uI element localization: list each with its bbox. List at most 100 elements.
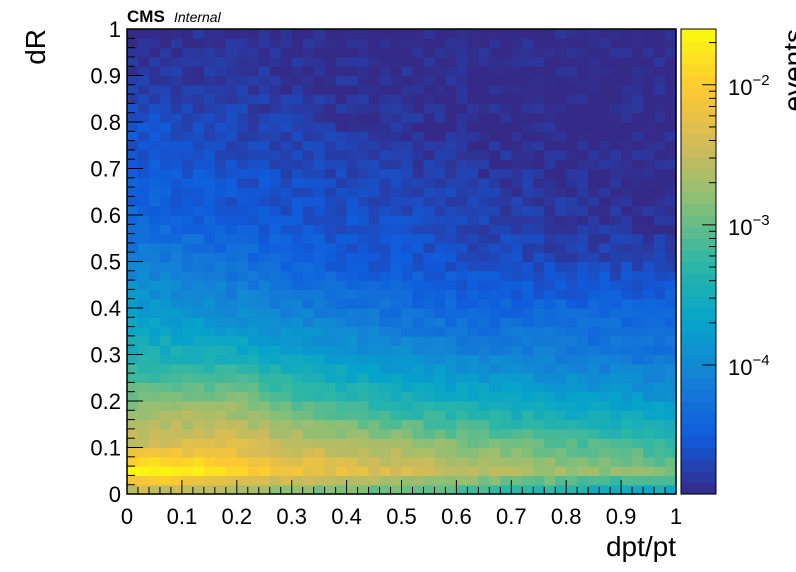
heatmap-cell: [445, 56, 457, 67]
heatmap-cell: [258, 122, 271, 132]
heatmap-cell: [478, 84, 490, 95]
heatmap-cell: [478, 196, 490, 207]
heatmap-cell: [302, 103, 315, 114]
heatmap-cell: [357, 447, 370, 458]
heatmap-cell: [357, 205, 370, 216]
heatmap-cell: [588, 373, 600, 383]
heatmap-cell: [368, 354, 381, 365]
heatmap-cell: [489, 47, 501, 58]
heatmap-cell: [500, 29, 512, 39]
heatmap-cell: [588, 177, 600, 188]
heatmap-cell: [511, 224, 523, 235]
heatmap-cell: [401, 428, 414, 439]
heatmap-cell: [170, 103, 183, 114]
heatmap-cell: [192, 47, 205, 58]
heatmap-cell: [401, 308, 414, 318]
heatmap-cell: [445, 298, 457, 309]
heatmap-cell: [423, 308, 436, 318]
heatmap-cell: [489, 122, 501, 132]
color-scale-step: [681, 29, 716, 42]
heatmap-cell: [170, 122, 183, 132]
heatmap-cell: [500, 242, 512, 253]
heatmap-cell: [533, 428, 545, 439]
heatmap-cell: [346, 177, 359, 188]
heatmap-cell: [643, 410, 655, 421]
heatmap-cell: [412, 242, 425, 253]
color-scale-step: [681, 52, 716, 65]
heatmap-cell: [280, 29, 293, 39]
heatmap-cell: [291, 75, 304, 86]
heatmap-cell: [127, 47, 139, 58]
heatmap-cell: [214, 252, 227, 263]
heatmap-cell: [665, 326, 677, 337]
heatmap-cell: [610, 335, 622, 346]
heatmap-cell: [434, 484, 447, 495]
heatmap-cell: [423, 29, 436, 39]
heatmap-cell: [566, 382, 578, 393]
heatmap-cell: [137, 149, 150, 160]
heatmap-cell: [654, 475, 666, 486]
heatmap-cell: [511, 47, 523, 58]
heatmap-cell: [148, 261, 161, 272]
heatmap-cell: [588, 475, 600, 486]
heatmap-cell: [225, 484, 238, 495]
heatmap-cell: [357, 280, 370, 290]
heatmap-cell: [588, 391, 600, 402]
heatmap-cell: [159, 112, 172, 123]
heatmap-cell: [621, 122, 633, 132]
heatmap-cell: [192, 308, 205, 318]
heatmap-cell: [511, 270, 523, 281]
heatmap-cell: [181, 122, 194, 132]
heatmap-cell: [258, 326, 271, 337]
heatmap-cell: [665, 205, 677, 216]
heatmap-cell: [192, 252, 205, 263]
heatmap-cell: [269, 122, 282, 132]
color-scale-step: [681, 133, 716, 146]
heatmap-cell: [621, 419, 633, 430]
heatmap-cell: [412, 131, 425, 142]
heatmap-cell: [291, 122, 304, 132]
heatmap-cell: [181, 149, 194, 160]
heatmap-cell: [335, 391, 348, 402]
heatmap-cell: [610, 84, 622, 95]
heatmap-cell: [621, 484, 633, 495]
heatmap-cell: [577, 233, 589, 244]
heatmap-cell: [621, 466, 633, 476]
heatmap-cell: [280, 196, 293, 207]
heatmap-cell: [445, 103, 457, 114]
heatmap-cell: [258, 456, 271, 467]
heatmap-cell: [280, 456, 293, 467]
heatmap-cell: [467, 38, 479, 49]
heatmap-cell: [621, 447, 633, 458]
heatmap-cell: [566, 103, 578, 114]
heatmap-cell: [511, 187, 523, 197]
heatmap-cell: [291, 140, 304, 151]
heatmap-cell: [423, 66, 436, 77]
heatmap-cell: [181, 131, 194, 142]
heatmap-cell: [566, 428, 578, 439]
heatmap-cell: [346, 391, 359, 402]
heatmap-cell: [247, 233, 260, 244]
heatmap-cell: [456, 401, 468, 411]
heatmap-cell: [148, 484, 161, 495]
heatmap-cell: [368, 280, 381, 290]
heatmap-cell: [302, 280, 315, 290]
heatmap-cell: [511, 363, 523, 374]
heatmap-cell: [247, 103, 260, 114]
heatmap-cell: [313, 168, 326, 179]
heatmap-cell: [522, 382, 534, 393]
heatmap-cell: [566, 326, 578, 337]
heatmap-cell: [313, 112, 326, 123]
heatmap-cell: [478, 428, 490, 439]
heatmap-cell: [654, 466, 666, 476]
heatmap-cell: [401, 419, 414, 430]
heatmap-cell: [423, 196, 436, 207]
x-tick-label: 0.8: [551, 504, 582, 529]
heatmap-cell: [324, 308, 337, 318]
heatmap-cell: [379, 140, 392, 151]
heatmap-cell: [280, 345, 293, 356]
heatmap-cell: [566, 270, 578, 281]
heatmap-cell: [225, 419, 238, 430]
heatmap-cell: [203, 38, 216, 49]
heatmap-cell: [434, 66, 447, 77]
